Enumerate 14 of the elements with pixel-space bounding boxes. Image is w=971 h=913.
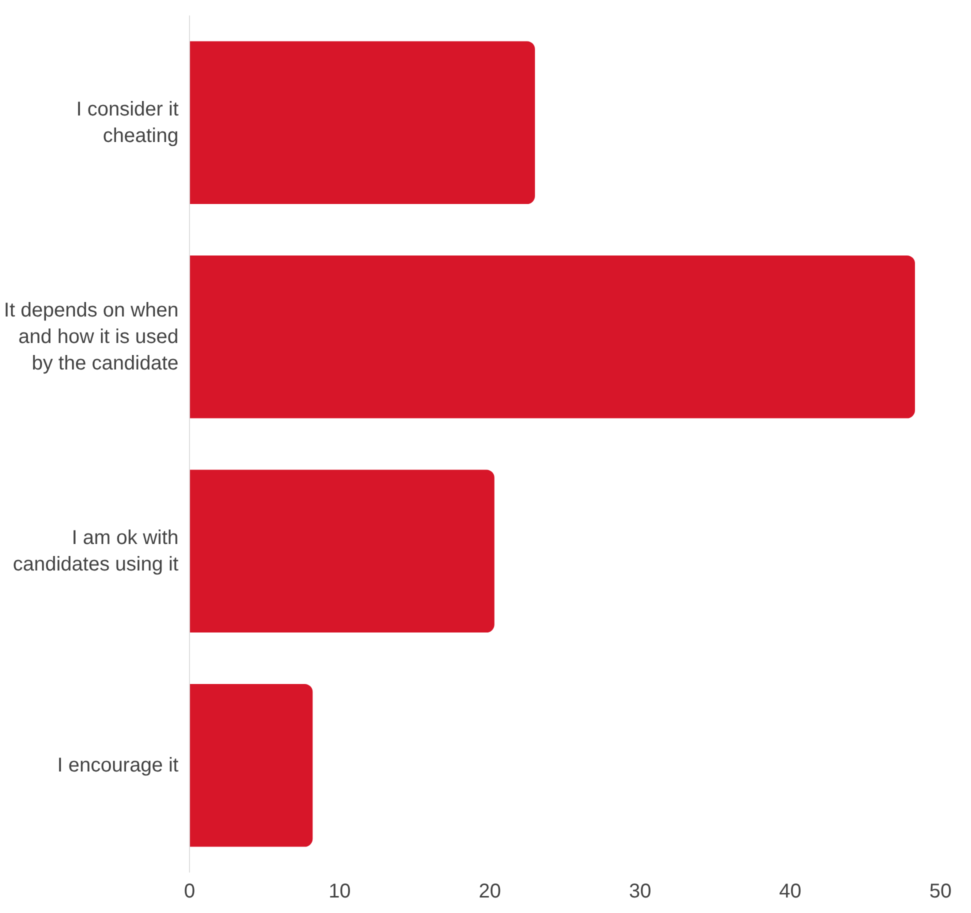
x-tick-label: 10 xyxy=(328,880,351,902)
y-tick-label: I am ok with candidates using it xyxy=(12,526,179,576)
x-tick-label: 20 xyxy=(478,880,502,902)
x-tick-label: 40 xyxy=(779,880,802,902)
bar xyxy=(190,684,313,847)
bar xyxy=(190,255,915,418)
bar xyxy=(190,470,494,633)
x-tick-label: 50 xyxy=(929,880,952,902)
x-tick-label: 30 xyxy=(628,880,652,902)
y-tick-label: I consider it cheating xyxy=(76,98,179,147)
x-tick-label: 0 xyxy=(184,880,196,902)
y-tick-label: I encourage it xyxy=(57,754,179,776)
y-tick-label: It depends on when and how it is used by the candidate xyxy=(4,299,179,374)
bar xyxy=(190,41,535,204)
